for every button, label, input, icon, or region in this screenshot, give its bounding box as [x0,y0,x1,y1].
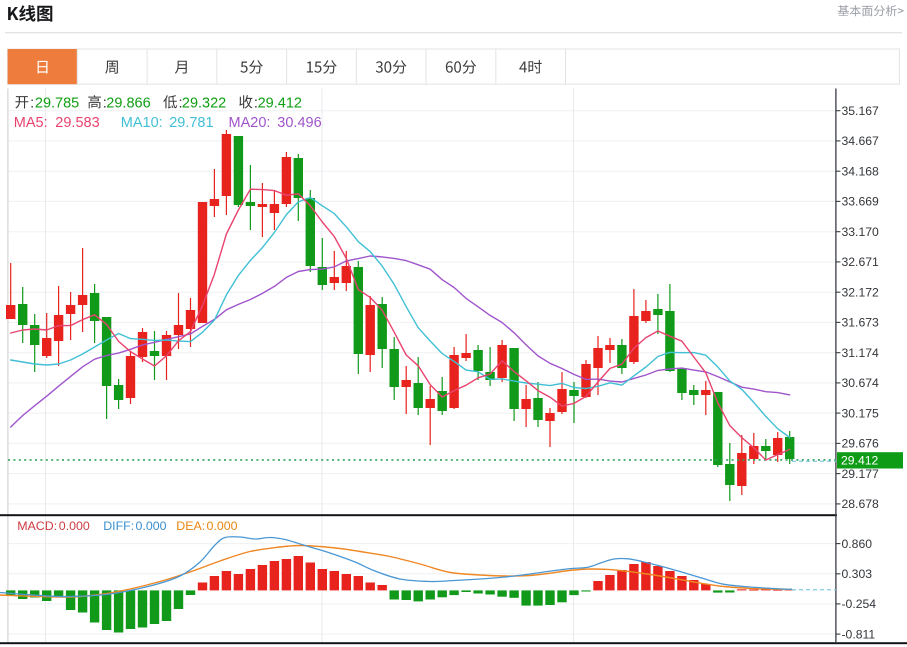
svg-text:29.177: 29.177 [842,467,879,481]
svg-text::: : [30,95,34,111]
svg-text:28.678: 28.678 [842,497,879,511]
svg-text:DIFF:0.000: DIFF:0.000 [103,519,166,533]
svg-text:29.412: 29.412 [258,95,302,111]
svg-text:MA20: 30.496: MA20: 30.496 [229,115,322,131]
svg-text:29.412: 29.412 [841,454,878,468]
svg-text:30.175: 30.175 [842,406,879,420]
svg-text:0.303: 0.303 [842,567,873,581]
svg-text::: : [254,95,258,111]
svg-text::: : [179,95,183,111]
svg-text:32.671: 32.671 [842,255,879,269]
svg-text:34.168: 34.168 [842,165,879,179]
svg-text:29.785: 29.785 [35,95,79,111]
svg-text::: : [103,95,107,111]
svg-text:0.860: 0.860 [842,537,873,551]
svg-text:31.174: 31.174 [842,346,879,360]
svg-text:MA5: 29.583: MA5: 29.583 [14,115,100,131]
svg-text:DEA:0.000: DEA:0.000 [176,519,237,533]
svg-text:29.866: 29.866 [106,95,150,111]
svg-text:-0.811: -0.811 [842,627,876,641]
svg-text:33.170: 33.170 [842,225,879,239]
svg-text:31.673: 31.673 [842,316,879,330]
svg-text:29.676: 29.676 [842,437,879,451]
svg-text:34.667: 34.667 [842,134,879,148]
svg-text:33.669: 33.669 [842,195,879,209]
svg-text:-0.254: -0.254 [842,597,877,611]
svg-text:MACD:0.000: MACD: 0.000 [17,519,90,533]
svg-text:30.674: 30.674 [842,376,879,390]
svg-text:MA10: 29.781: MA10: 29.781 [121,115,214,131]
svg-text:35.167: 35.167 [842,104,879,118]
svg-text:29.322: 29.322 [182,95,226,111]
svg-text:32.172: 32.172 [842,286,879,300]
